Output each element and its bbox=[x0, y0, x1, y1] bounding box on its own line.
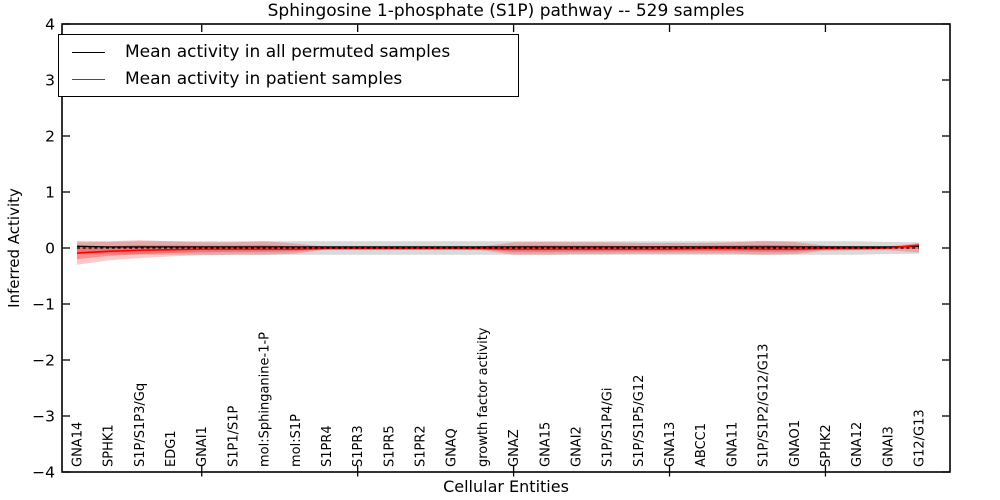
chart-title: Sphingosine 1-phosphate (S1P) pathway --… bbox=[267, 1, 745, 21]
y-tick-label: 4 bbox=[45, 16, 55, 34]
legend-line-sample-red bbox=[72, 78, 105, 80]
legend-label: Mean activity in all permuted samples bbox=[125, 42, 451, 62]
x-category-label: GNAO1 bbox=[788, 420, 803, 467]
x-category-label: GNAI3 bbox=[881, 426, 896, 467]
series-line-patient bbox=[76, 244, 920, 254]
y-tick-label: −2 bbox=[32, 352, 55, 370]
x-category-label: GNA11 bbox=[725, 422, 740, 467]
legend-entry-patient: Mean activity in patient samples bbox=[59, 69, 518, 89]
x-axis-label: Cellular Entities bbox=[443, 477, 569, 496]
axes-frame bbox=[61, 23, 951, 473]
x-category-label: SPHK1 bbox=[102, 424, 117, 467]
x-category-label: GNAQ bbox=[445, 428, 460, 467]
y-tick-label: 3 bbox=[45, 72, 55, 90]
x-category-label: S1P1/S1P bbox=[226, 405, 241, 467]
y-axis-label: Inferred Activity bbox=[5, 188, 23, 308]
x-category-label: S1P/S1P4/Gi bbox=[601, 388, 616, 467]
x-category-label: G12/G13 bbox=[913, 409, 928, 467]
y-tick-label: −3 bbox=[32, 408, 55, 426]
y-tick-label: −1 bbox=[32, 296, 55, 314]
y-tick-label: 2 bbox=[45, 128, 55, 146]
x-category-label: S1PR4 bbox=[320, 425, 335, 467]
x-category-label: S1P/S1P2/G12/G13 bbox=[757, 344, 772, 467]
legend-label: Mean activity in patient samples bbox=[125, 69, 403, 89]
permuted-band bbox=[77, 241, 919, 255]
x-category-label: S1PR3 bbox=[351, 425, 366, 467]
x-category-label: ABCC1 bbox=[694, 423, 709, 467]
x-category-label: S1PR5 bbox=[382, 425, 397, 467]
x-category-label: mol:Sphinganine-1-P bbox=[258, 332, 273, 467]
x-category-label: S1P/S1P5/G12 bbox=[632, 375, 647, 467]
x-category-label: EDG1 bbox=[164, 430, 179, 467]
x-category-label: GNA15 bbox=[538, 422, 553, 467]
x-category-label: GNAI2 bbox=[569, 426, 584, 467]
x-category-label: GNA12 bbox=[850, 422, 865, 467]
y-tick-label: −4 bbox=[32, 464, 55, 482]
y-tick-label: 1 bbox=[45, 184, 55, 202]
y-tick-label: 0 bbox=[45, 240, 55, 258]
x-category-label: mol:S1P bbox=[289, 414, 304, 467]
legend-line-sample-black bbox=[72, 51, 105, 53]
x-category-label: SPHK2 bbox=[819, 424, 834, 467]
x-category-label: growth factor activity bbox=[476, 327, 491, 467]
x-category-label: GNA14 bbox=[71, 422, 86, 467]
x-category-label: GNAI1 bbox=[195, 426, 210, 467]
x-category-label: GNA13 bbox=[663, 422, 678, 467]
legend-entry-permuted: Mean activity in all permuted samples bbox=[59, 42, 518, 62]
x-category-label: GNAZ bbox=[507, 429, 522, 467]
series-line-permuted bbox=[76, 245, 920, 248]
x-category-label: S1P/S1P3/Gq bbox=[133, 383, 148, 467]
x-category-label: S1PR2 bbox=[414, 425, 429, 467]
legend-box: Mean activity in all permuted samples Me… bbox=[58, 34, 519, 97]
